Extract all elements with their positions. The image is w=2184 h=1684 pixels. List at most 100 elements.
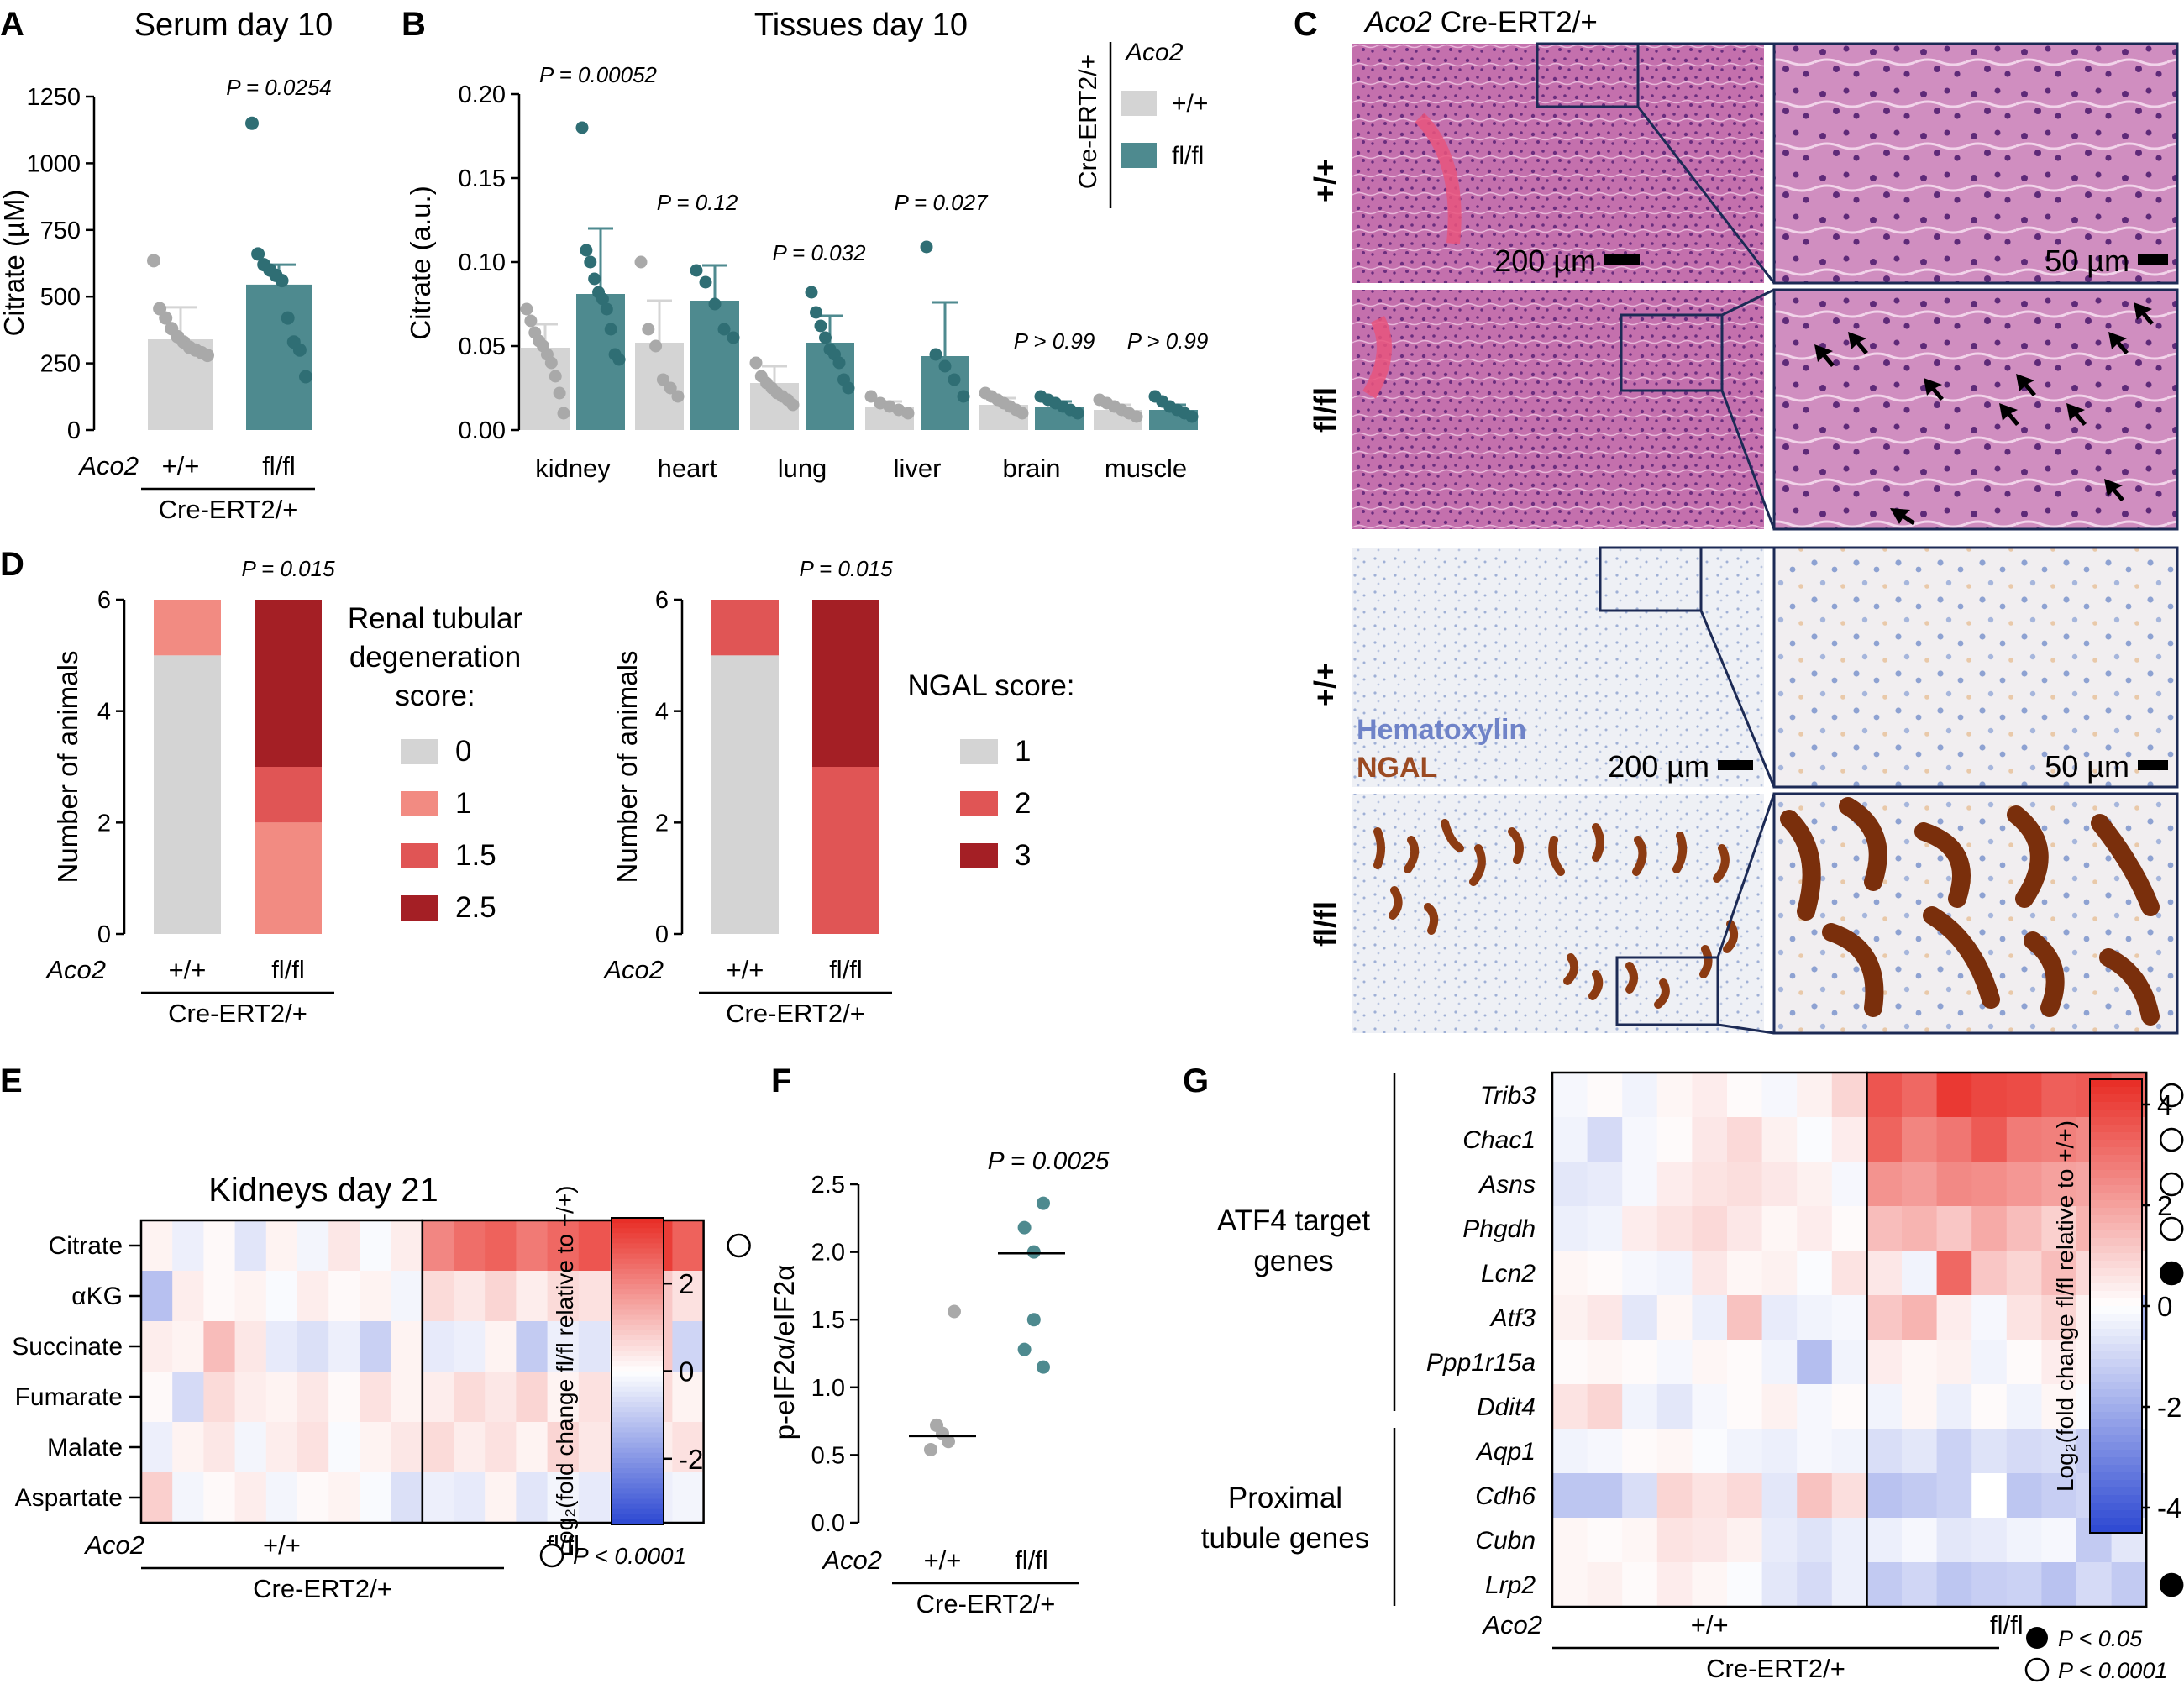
he-inset-box-wt: [1536, 42, 1640, 108]
colorbar-segment: [2090, 1427, 2142, 1435]
heatmap-cell: [172, 1422, 204, 1473]
data-point: [664, 381, 677, 395]
heatmap-cell: [1936, 1117, 1972, 1162]
colorbar-segment: [2090, 1450, 2142, 1458]
heatmap-cell: [1552, 1162, 1588, 1207]
heatmap-cell: [2006, 1162, 2042, 1207]
heatmap-cell: [1936, 1251, 1972, 1296]
scale-bar-200-ihc: [1718, 760, 1753, 770]
group-label: Cre-ERT2/+: [916, 1589, 1056, 1618]
heatmap-group-frame: [1866, 1071, 2148, 1608]
heatmap-cell: [203, 1271, 236, 1322]
scale-bar-label-50: 50 µm: [2045, 244, 2129, 278]
heatmap-cell: [1971, 1429, 2008, 1474]
heatmap-row-label: Citrate: [49, 1232, 123, 1260]
colorbar-segment: [612, 1457, 664, 1464]
data-point: [948, 1304, 961, 1319]
heatmap-cell: [1727, 1518, 1763, 1563]
heatmap-cell: [360, 1271, 392, 1322]
genotype-tick-label: +/+: [263, 1530, 301, 1560]
colorbar-segment: [612, 1253, 664, 1260]
heatmap-cell: [234, 1422, 267, 1473]
heatmap-cell: [2041, 1429, 2077, 1474]
heatmap-cell: [578, 1271, 611, 1322]
heatmap-cell: [516, 1422, 549, 1473]
heatmap-cell: [1902, 1340, 1938, 1385]
heatmap-cell: [1552, 1473, 1588, 1519]
heatmap-cell: [2076, 1562, 2113, 1608]
legend-swatch: [1121, 143, 1157, 168]
data-point: [819, 331, 832, 344]
ihc-low-wt-image: [1352, 548, 1764, 787]
colorbar-segment: [612, 1391, 664, 1398]
heatmap-cell: [1971, 1340, 2008, 1385]
colorbar-segment: [612, 1294, 664, 1300]
heatmap-cell: [1587, 1295, 1623, 1340]
heatmap-cell: [1656, 1340, 1693, 1385]
data-point: [584, 255, 597, 269]
heatmap-cell: [485, 1372, 517, 1423]
data-point: [842, 381, 855, 395]
colorbar-segment: [2090, 1457, 2142, 1466]
heatmap-cell: [1622, 1206, 1658, 1251]
data-point: [292, 343, 307, 357]
heatmap-cell: [1656, 1384, 1693, 1430]
y-tick-label: 250: [40, 351, 81, 378]
heatmap-cell: [1797, 1206, 1833, 1251]
group-label: Cre-ERT2/+: [1706, 1654, 1845, 1683]
y-tick-label: 0.0: [811, 1510, 845, 1537]
heatmap-row-label: Malate: [47, 1434, 123, 1461]
heatmap-row-label: Chac1: [1462, 1126, 1536, 1154]
heatmap-cell: [1866, 1206, 1903, 1251]
heatmap-cell: [360, 1372, 392, 1423]
heatmap-cell: [672, 1271, 705, 1322]
p-value: P = 0.12: [657, 190, 738, 215]
y-tick-label: 0: [67, 417, 81, 444]
colorbar-segment: [612, 1309, 664, 1316]
data-point: [1037, 1360, 1050, 1374]
heatmap-cell: [2041, 1562, 2077, 1608]
colorbar-segment: [612, 1422, 664, 1429]
y-tick-label: 2.5: [811, 1172, 845, 1199]
significance-marker: [727, 1233, 751, 1258]
heatmap-cell: [172, 1321, 204, 1372]
heatmap-cell: [1692, 1251, 1728, 1296]
y-tick-label: 2.0: [811, 1240, 845, 1267]
heatmap-cell: [454, 1372, 486, 1423]
ihc-ko-zoom-line-top: [1716, 793, 1776, 958]
stacked-bar-segment: [812, 767, 879, 934]
heatmap-cell: [1797, 1384, 1833, 1430]
colorbar-segment: [612, 1376, 664, 1382]
colorbar-segment: [612, 1442, 664, 1449]
heatmap-cell: [454, 1220, 486, 1272]
heatmap-cell: [1656, 1473, 1693, 1519]
data-point: [275, 274, 289, 288]
heatmap-cell: [1902, 1429, 1938, 1474]
heatmap-cell: [2006, 1251, 2042, 1296]
heatmap-cell: [2041, 1117, 2077, 1162]
data-point: [810, 306, 822, 319]
heatmap-cell: [1902, 1473, 1938, 1519]
y-tick-label: 0.5: [811, 1442, 845, 1469]
colorbar-segment: [612, 1508, 664, 1515]
heatmap-cell: [297, 1271, 329, 1322]
genotype-label: Aco2: [821, 1545, 882, 1575]
heatmap-cell: [1797, 1251, 1833, 1296]
scale-bar-200: [1604, 254, 1640, 265]
heatmap-cell: [1727, 1117, 1763, 1162]
colorbar-segment: [2090, 1253, 2142, 1262]
data-point: [553, 386, 566, 400]
heatmap-cell: [1587, 1384, 1623, 1430]
he-low-ko-image: [1352, 290, 1764, 529]
heatmap-cell: [1797, 1073, 1833, 1118]
heatmap-cell: [1866, 1073, 1903, 1118]
data-point: [920, 240, 933, 254]
y-tick-label: 1.5: [811, 1307, 845, 1334]
group-label: Cre-ERT2/+: [159, 495, 298, 524]
heatmap-cell: [391, 1220, 423, 1272]
data-point: [1026, 1313, 1041, 1327]
heatmap-row-label: Atf3: [1489, 1304, 1536, 1332]
heatmap-cell: [1727, 1384, 1763, 1430]
heatmap-cell: [297, 1422, 329, 1473]
heatmap-group-frame: [421, 1219, 705, 1524]
